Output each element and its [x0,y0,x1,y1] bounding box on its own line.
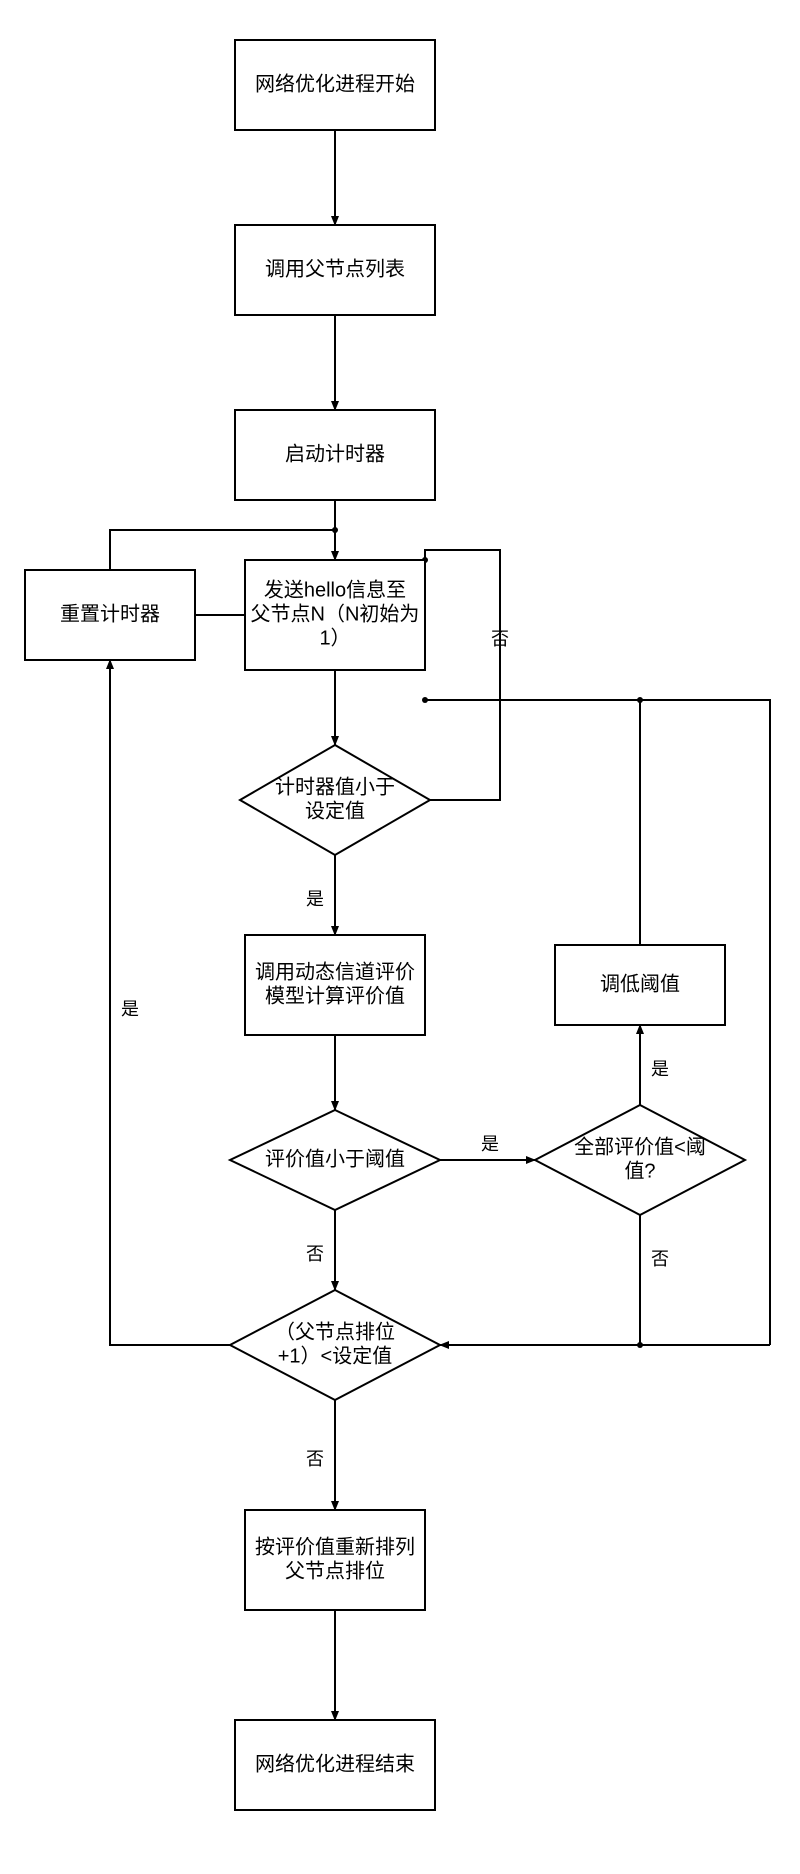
node-calc_eval: 调用动态信道评价模型计算评价值 [245,935,425,1035]
svg-text:发送hello信息至: 发送hello信息至 [264,578,406,601]
svg-text:调用动态信道评价: 调用动态信道评价 [255,960,415,983]
svg-text:计时器值小于: 计时器值小于 [275,775,395,798]
svg-text:网络优化进程结束: 网络优化进程结束 [255,1752,415,1775]
node-lower_thr: 调低阈值 [555,945,725,1025]
edge-9: 否 [306,1400,335,1510]
node-timer_lt: 计时器值小于设定值 [240,745,430,855]
node-send_hello: 发送hello信息至父节点N（N初始为1） [245,560,425,670]
node-eval_lt: 评价值小于阈值 [230,1110,440,1210]
edge-13: 是 [440,1134,535,1160]
svg-text:父节点N（N初始为: 父节点N（N初始为 [251,602,420,625]
svg-text:+1）<设定值: +1）<设定值 [278,1344,392,1367]
svg-text:按评价值重新排列: 按评价值重新排列 [255,1535,415,1558]
node-end: 网络优化进程结束 [235,1720,435,1810]
edge-18: 是 [110,660,230,1345]
svg-text:网络优化进程开始: 网络优化进程开始 [255,72,415,95]
node-rank_lt: （父节点排位+1）<设定值 [230,1290,440,1400]
svg-text:（父节点排位: （父节点排位 [275,1320,395,1343]
node-reorder: 按评价值重新排列父节点排位 [245,1510,425,1610]
edge-14: 是 [640,1025,669,1105]
edge-16: 否 [440,1215,669,1345]
node-start: 网络优化进程开始 [235,40,435,130]
svg-text:是: 是 [121,999,139,1019]
edge-17 [637,1342,770,1348]
svg-text:调低阈值: 调低阈值 [600,972,680,995]
node-call_list: 调用父节点列表 [235,225,435,315]
edge-8: 否 [306,1210,335,1290]
svg-text:模型计算评价值: 模型计算评价值 [265,984,405,1007]
edge-15 [637,697,643,945]
svg-text:评价值小于阈值: 评价值小于阈值 [265,1147,405,1170]
edge-11: 否 [422,550,509,800]
svg-text:1）: 1） [319,626,350,649]
svg-text:否: 否 [491,629,509,649]
svg-text:父节点排位: 父节点排位 [285,1559,385,1582]
node-all_lt: 全部评价值<阈值? [535,1105,745,1215]
svg-text:否: 否 [306,1244,324,1264]
svg-text:设定值: 设定值 [305,799,365,822]
svg-text:是: 是 [651,1059,669,1079]
node-reset_timer: 重置计时器 [25,570,195,660]
svg-text:否: 否 [306,1449,324,1469]
svg-text:全部评价值<阈: 全部评价值<阈 [574,1135,706,1158]
svg-text:重置计时器: 重置计时器 [60,602,160,625]
svg-text:是: 是 [481,1134,499,1154]
svg-text:是: 是 [306,889,324,909]
svg-text:否: 否 [651,1249,669,1269]
svg-text:调用父节点列表: 调用父节点列表 [265,257,405,280]
svg-text:值?: 值? [624,1159,655,1182]
edge-6: 是 [306,855,335,935]
svg-text:启动计时器: 启动计时器 [285,442,385,465]
node-start_timer: 启动计时器 [235,410,435,500]
